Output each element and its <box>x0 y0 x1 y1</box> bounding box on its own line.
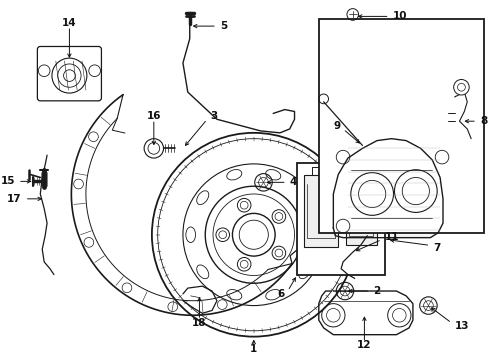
Text: 17: 17 <box>7 194 22 204</box>
Text: 10: 10 <box>392 12 407 21</box>
Bar <box>304 175 338 247</box>
Circle shape <box>454 80 469 95</box>
Text: 4: 4 <box>290 177 297 187</box>
Bar <box>297 163 385 275</box>
Text: 18: 18 <box>192 318 207 328</box>
FancyBboxPatch shape <box>37 46 101 101</box>
Text: 8: 8 <box>480 116 487 126</box>
Text: 12: 12 <box>357 340 371 350</box>
Text: 9: 9 <box>333 121 340 131</box>
Text: 6: 6 <box>277 289 285 299</box>
Text: 15: 15 <box>0 176 15 186</box>
Text: 2: 2 <box>373 286 380 296</box>
Circle shape <box>394 170 437 212</box>
Polygon shape <box>333 139 443 238</box>
Circle shape <box>351 173 393 215</box>
Text: 7: 7 <box>433 243 441 253</box>
Text: 14: 14 <box>62 18 77 28</box>
Text: 1: 1 <box>250 344 257 354</box>
Text: 16: 16 <box>147 111 161 121</box>
Text: 3: 3 <box>210 111 218 121</box>
Text: 13: 13 <box>455 321 469 331</box>
Text: 11: 11 <box>385 232 399 242</box>
Bar <box>319 19 484 233</box>
Text: 5: 5 <box>220 21 227 31</box>
Bar <box>346 177 377 246</box>
